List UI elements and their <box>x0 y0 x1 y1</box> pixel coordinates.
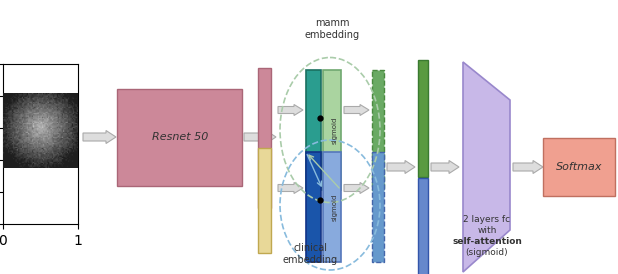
FancyBboxPatch shape <box>323 152 341 262</box>
Text: clinical
embedding: clinical embedding <box>282 243 337 265</box>
FancyArrow shape <box>513 161 543 173</box>
Text: with: with <box>477 226 497 235</box>
FancyBboxPatch shape <box>258 68 271 208</box>
FancyBboxPatch shape <box>372 70 384 190</box>
Text: (sigmoid): (sigmoid) <box>466 248 509 257</box>
FancyBboxPatch shape <box>543 138 615 196</box>
Text: mamm
embedding: mamm embedding <box>305 18 360 40</box>
Text: Softmax: Softmax <box>556 162 603 172</box>
FancyBboxPatch shape <box>306 70 321 190</box>
FancyBboxPatch shape <box>323 70 341 190</box>
Text: self-attention: self-attention <box>452 237 522 246</box>
FancyArrow shape <box>344 182 369 193</box>
FancyArrow shape <box>387 161 415 173</box>
FancyArrow shape <box>244 130 276 144</box>
FancyArrow shape <box>83 130 116 144</box>
FancyBboxPatch shape <box>372 152 384 262</box>
Text: Resnet 50: Resnet 50 <box>152 132 208 142</box>
FancyBboxPatch shape <box>258 148 271 253</box>
Polygon shape <box>463 62 510 272</box>
FancyBboxPatch shape <box>306 152 321 262</box>
FancyBboxPatch shape <box>117 89 242 186</box>
FancyArrow shape <box>344 104 369 116</box>
Text: sigmoid: sigmoid <box>332 193 338 221</box>
FancyArrow shape <box>278 104 303 116</box>
FancyBboxPatch shape <box>418 60 428 177</box>
FancyArrow shape <box>278 182 303 193</box>
FancyBboxPatch shape <box>418 178 428 274</box>
Text: sigmoid: sigmoid <box>332 116 338 144</box>
Text: 2 layers fc: 2 layers fc <box>464 215 510 224</box>
FancyArrow shape <box>431 161 459 173</box>
